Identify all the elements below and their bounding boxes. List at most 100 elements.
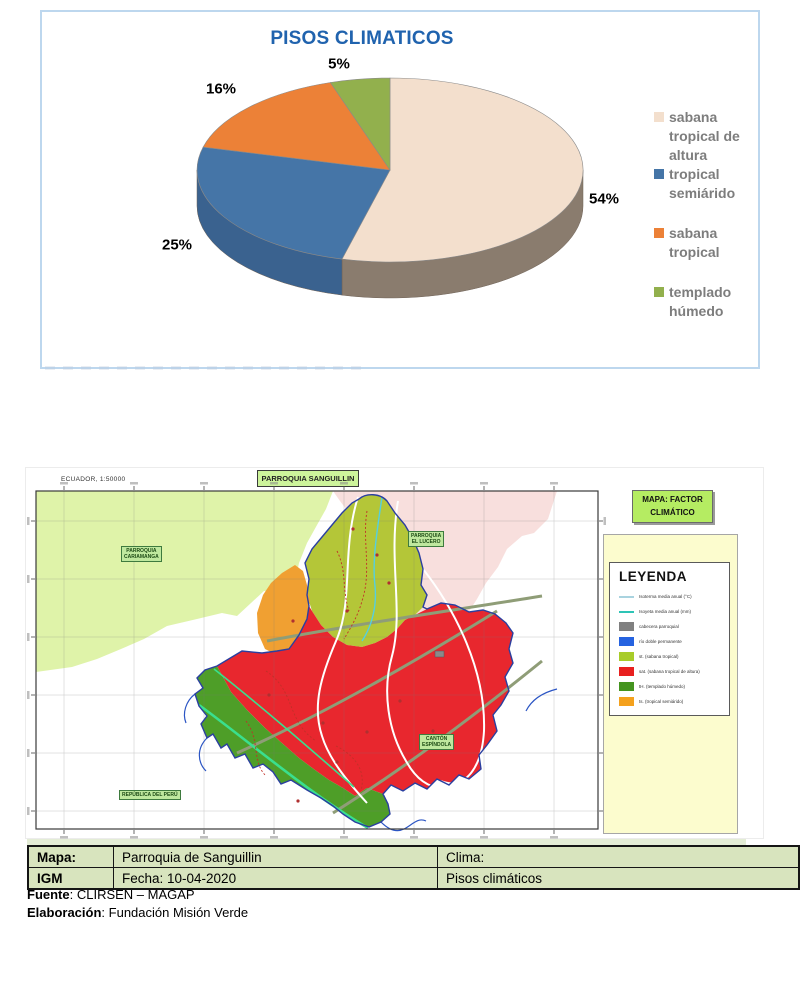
zone-tropical-semiarido	[257, 565, 310, 655]
legend-swatch	[619, 697, 634, 706]
info-table: Mapa: Parroquia de Sanguillin Clima: IGM…	[27, 845, 800, 890]
legend-swatch	[619, 682, 634, 691]
map-theme-label: MAPA: FACTOR CLIMÁTICO	[632, 490, 713, 523]
table-cell-clima-value: Pisos climáticos	[437, 867, 800, 890]
chart-legend-item: sabana tropical de altura	[654, 108, 754, 165]
map-legend-item: st. (sabana tropical)	[610, 649, 729, 664]
map-legend-item: ts. (tropical semiárido)	[610, 694, 729, 709]
pie-slice	[202, 82, 391, 171]
legend-label: río doble permanente	[639, 639, 682, 644]
isoyeta-line	[213, 668, 355, 788]
road-line	[266, 594, 543, 643]
clipped-text-artifact	[45, 366, 365, 370]
zone-templado-humedo	[195, 666, 390, 827]
legend-bullet	[654, 169, 664, 179]
isoyeta-line	[198, 703, 369, 830]
map-legend-item: tH. (templado húmedo)	[610, 679, 729, 694]
map-scale-text: ECUADOR, 1:50000	[61, 476, 126, 483]
pie-slice	[329, 77, 391, 171]
pie-data-label-25: 25%	[161, 236, 193, 254]
map-legend-box: LEYENDA Isoterma media anual (°C) Isoyeta…	[609, 562, 730, 716]
parish-boundary	[194, 494, 514, 828]
legend-label: sat. (sabana tropical de altura)	[639, 669, 700, 674]
pie-data-label-5: 5%	[328, 55, 350, 73]
legend-label: tropical semiárido	[669, 166, 736, 201]
table-cell-mapa-value: Parroquia de Sanguillin	[113, 845, 438, 868]
map-theme-line: MAPA: FACTOR	[642, 495, 703, 504]
legend-label: Isoterma media anual (°C)	[639, 594, 692, 599]
map-figure: ECUADOR, 1:50000 PARROQUIA SANGUILLIN	[25, 467, 764, 839]
info-table-block: Mapa: Parroquia de Sanguillin Clima: IGM…	[27, 839, 800, 890]
legend-swatch	[619, 637, 634, 646]
map-legend-panel: LEYENDA Isoterma media anual (°C) Isoyeta…	[603, 534, 738, 834]
table-top-strip	[27, 839, 746, 845]
chart-title: PISOS CLIMATICOS	[270, 28, 454, 49]
pie-data-label-54: 54%	[588, 190, 620, 208]
map-legend-item: sat. (sabana tropical de altura)	[610, 664, 729, 679]
map-theme-line: CLIMÁTICO	[650, 508, 695, 517]
table-row: IGM Fecha: 10-04-2020 Pisos climáticos	[27, 867, 800, 890]
map-legend-item: río doble permanente	[610, 634, 729, 649]
legend-label: Isoyeta media anual (mm)	[639, 609, 692, 614]
elaboracion-value: : Fundación Misión Verde	[101, 905, 249, 920]
legend-swatch	[619, 610, 634, 613]
fuente-label: Fuente	[27, 887, 70, 902]
table-cell-clima-label: Clima:	[437, 845, 800, 868]
map-area-label-peru: REPÚBLICA DEL PERÚ	[119, 790, 181, 800]
area-label-line: REPÚBLICA DEL PERÚ	[122, 792, 178, 798]
map-canvas	[27, 482, 606, 839]
area-label-line: CARIAMANGA	[124, 554, 159, 560]
legend-label: ts. (tropical semiárido)	[639, 699, 684, 704]
table-cell-fecha-value: Fecha: 10-04-2020	[113, 867, 438, 890]
pie-data-label-16: 16%	[205, 80, 237, 98]
fuente-line: Fuente: CLIRSEN – MAGAP	[27, 886, 248, 904]
map-frame	[35, 490, 599, 830]
legend-label: st. (sabana tropical)	[639, 654, 679, 659]
pie-slice	[196, 146, 391, 260]
area-label-line: ESPÍNDOLA	[422, 742, 452, 748]
map-area-label-el-lucero: PARROQUIA EL LUCERO	[408, 531, 445, 547]
map-legend-item: cabecera parroquial	[610, 619, 729, 634]
legend-label: templado húmedo	[669, 284, 732, 319]
map-legend-items: Isoterma media anual (°C) Isoyeta media a…	[610, 589, 729, 709]
chart-legend-item: tropical semiárido	[654, 165, 754, 203]
pie-chart-figure: PISOS CLIMATICOS 54% 25% 16% 5% sabana t…	[40, 10, 760, 369]
elaboracion-line: Elaboración: Fundación Misión Verde	[27, 904, 248, 922]
area-label-line: EL LUCERO	[411, 539, 441, 545]
table-row: Mapa: Parroquia de Sanguillin Clima:	[27, 845, 800, 868]
map-area-label-espindola: CANTÓN ESPÍNDOLA	[419, 734, 455, 750]
pie-chart-canvas	[196, 77, 584, 299]
legend-bullet	[654, 228, 664, 238]
trail-lines	[245, 510, 368, 792]
legend-swatch	[619, 652, 634, 661]
legend-bullet	[654, 112, 664, 122]
legend-label: sabana tropical	[669, 225, 720, 260]
chart-legend-item: templado húmedo	[654, 283, 754, 321]
map-legend-title: LEYENDA	[619, 569, 688, 584]
chart-legend-item: sabana tropical	[654, 224, 754, 262]
map-area-label-cariamanga: PARROQUIA CARIAMANGA	[121, 546, 162, 562]
legend-label: tH. (templado húmedo)	[639, 684, 686, 689]
isoyeta-line	[361, 496, 383, 642]
chart-legend: sabana tropical de altura tropical semiár…	[654, 108, 754, 342]
cabecera-parroquial-marker	[434, 650, 445, 658]
legend-bullet	[654, 287, 664, 297]
elaboracion-label: Elaboración	[27, 905, 102, 920]
area-label-line: PARROQUIA	[126, 548, 157, 554]
legend-label: sabana tropical de altura	[669, 109, 740, 163]
area-label-line: CANTÓN	[425, 736, 448, 742]
map-legend-item: Isoyeta media anual (mm)	[610, 604, 729, 619]
isotherm-line	[386, 500, 451, 789]
isotherm-line	[422, 568, 486, 784]
legend-swatch	[619, 667, 634, 676]
settlement-dots	[267, 527, 435, 803]
legend-label: cabecera parroquial	[639, 624, 679, 629]
fuente-value: : CLIRSEN – MAGAP	[69, 887, 195, 902]
legend-swatch	[619, 622, 634, 631]
area-label-line: PARROQUIA	[411, 533, 442, 539]
river-lines	[183, 688, 558, 832]
road-line	[236, 609, 498, 755]
neighbor-area-west	[36, 491, 333, 672]
pie-slice	[341, 77, 584, 263]
